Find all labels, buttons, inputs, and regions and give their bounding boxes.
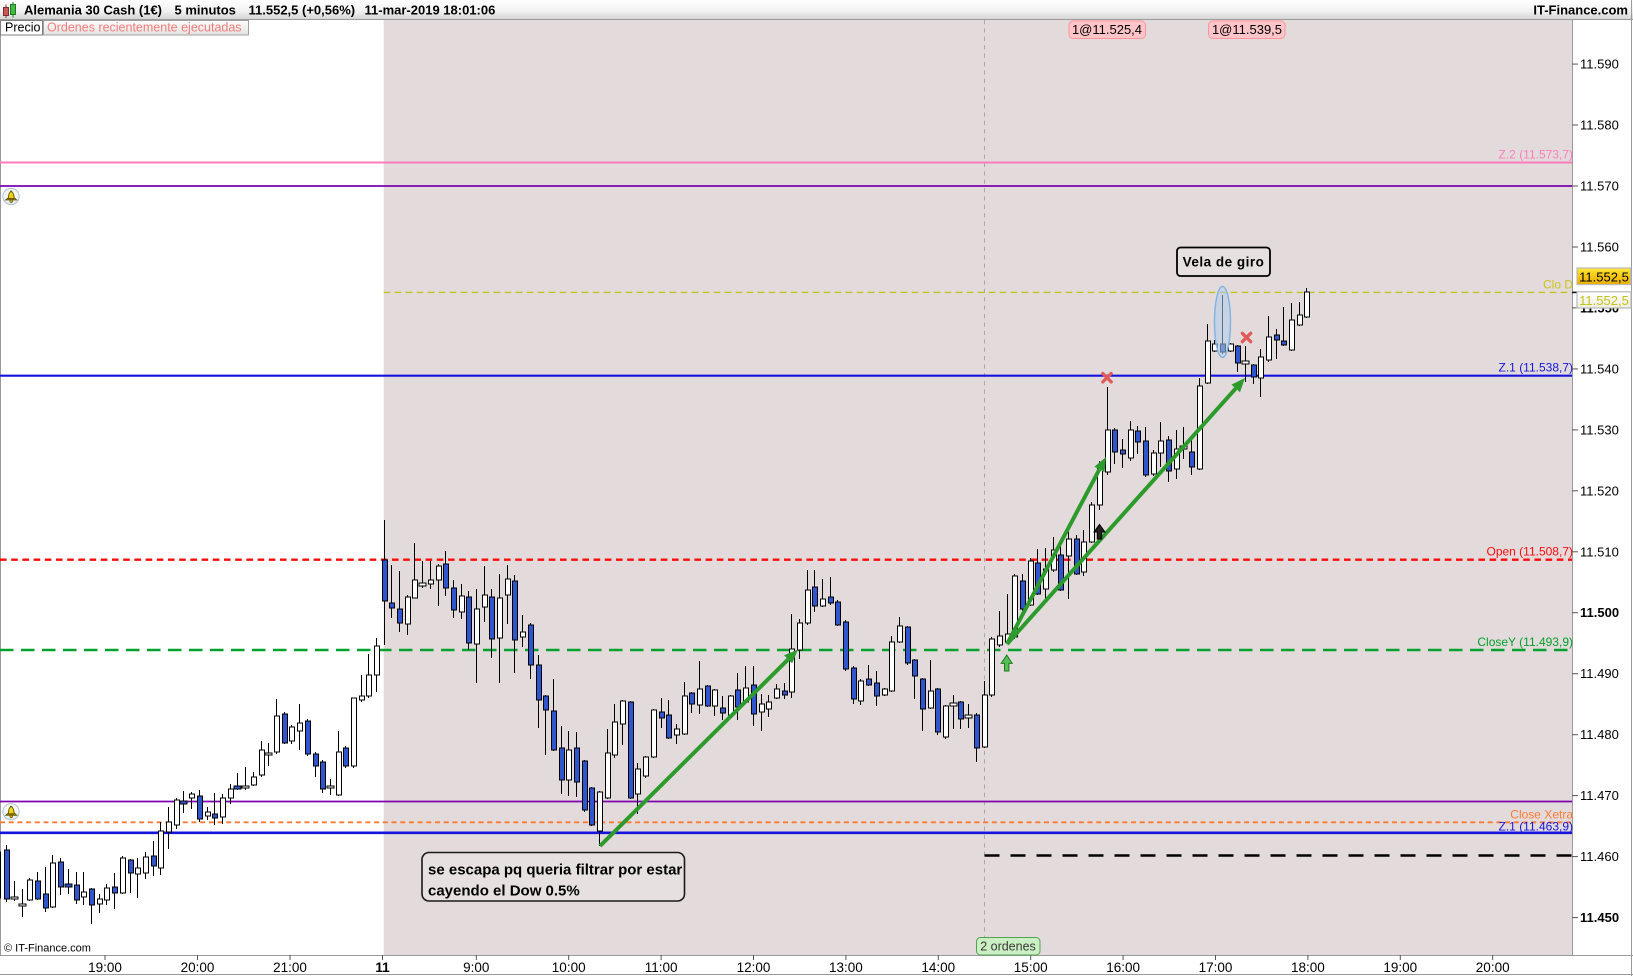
svg-text:11.570: 11.570	[1580, 179, 1619, 194]
svg-text:14:00: 14:00	[921, 960, 955, 975]
svg-text:11.500: 11.500	[1580, 605, 1619, 620]
svg-text:20:00: 20:00	[181, 960, 215, 975]
svg-text:Z.2 (11.573,7): Z.2 (11.573,7)	[1499, 148, 1573, 162]
svg-text:15:00: 15:00	[1014, 960, 1048, 975]
svg-text:11.590: 11.590	[1580, 57, 1619, 72]
svg-text:11.480: 11.480	[1580, 727, 1619, 742]
svg-text:IT-Finance.com: IT-Finance.com	[1533, 3, 1628, 18]
svg-text:12:00: 12:00	[737, 960, 771, 975]
svg-text:1@11.525,4: 1@11.525,4	[1072, 22, 1142, 37]
svg-text:11.560: 11.560	[1580, 240, 1619, 255]
svg-text:13:00: 13:00	[829, 960, 863, 975]
svg-text:18:00: 18:00	[1291, 960, 1325, 975]
svg-text:11.580: 11.580	[1580, 118, 1619, 133]
svg-text:5 minutos: 5 minutos	[175, 3, 236, 18]
svg-text:11-mar-2019 18:01:06: 11-mar-2019 18:01:06	[365, 3, 496, 18]
svg-text:Close Xetra: Close Xetra	[1510, 807, 1573, 821]
svg-text:20:00: 20:00	[1476, 960, 1510, 975]
svg-text:10:00: 10:00	[552, 960, 586, 975]
svg-text:Vela de giro: Vela de giro	[1183, 254, 1265, 269]
svg-text:Clo D: Clo D	[1543, 277, 1573, 291]
svg-text:Z.1 (11.463,9): Z.1 (11.463,9)	[1499, 819, 1573, 833]
svg-text:11.490: 11.490	[1580, 666, 1619, 681]
svg-text:2 ordenes: 2 ordenes	[980, 940, 1036, 954]
svg-text:11.552,5: 11.552,5	[1579, 269, 1629, 284]
svg-text:11.470: 11.470	[1580, 788, 1619, 803]
svg-text:se escapa pq queria filtrar po: se escapa pq queria filtrar por estar	[428, 862, 682, 879]
svg-text:1@11.539,5: 1@11.539,5	[1212, 22, 1282, 37]
svg-text:19:00: 19:00	[1383, 960, 1417, 975]
svg-text:11.540: 11.540	[1580, 361, 1619, 376]
svg-text:CloseY (11.493,9): CloseY (11.493,9)	[1477, 635, 1573, 649]
svg-text:cayendo el Dow 0.5%: cayendo el Dow 0.5%	[428, 883, 580, 900]
svg-text:11.530: 11.530	[1580, 422, 1619, 437]
svg-text:Ordenes recientemente ejecutad: Ordenes recientemente ejecutadas	[47, 21, 242, 35]
svg-text:11.520: 11.520	[1580, 483, 1619, 498]
svg-text:© IT-Finance.com: © IT-Finance.com	[4, 943, 91, 955]
svg-text:11.552,5: 11.552,5	[1579, 293, 1629, 308]
svg-text:Z.1 (11.538,7): Z.1 (11.538,7)	[1499, 361, 1573, 375]
svg-text:11:00: 11:00	[645, 960, 678, 975]
svg-text:11.510: 11.510	[1580, 544, 1619, 559]
svg-text:11.460: 11.460	[1580, 849, 1619, 864]
svg-text:Open (11.508,7): Open (11.508,7)	[1486, 545, 1573, 559]
svg-text:16:00: 16:00	[1106, 960, 1140, 975]
svg-text:11: 11	[375, 960, 390, 975]
svg-text:Alemania 30 Cash (1€): Alemania 30 Cash (1€)	[24, 3, 162, 18]
svg-text:19:00: 19:00	[88, 960, 122, 975]
svg-text:11.450: 11.450	[1580, 910, 1619, 925]
svg-text:11.552,5 (+0,56%): 11.552,5 (+0,56%)	[249, 3, 356, 18]
svg-text:Precio: Precio	[5, 21, 40, 35]
svg-text:21:00: 21:00	[273, 960, 307, 975]
svg-text:9:00: 9:00	[463, 960, 489, 975]
svg-text:17:00: 17:00	[1199, 960, 1233, 975]
